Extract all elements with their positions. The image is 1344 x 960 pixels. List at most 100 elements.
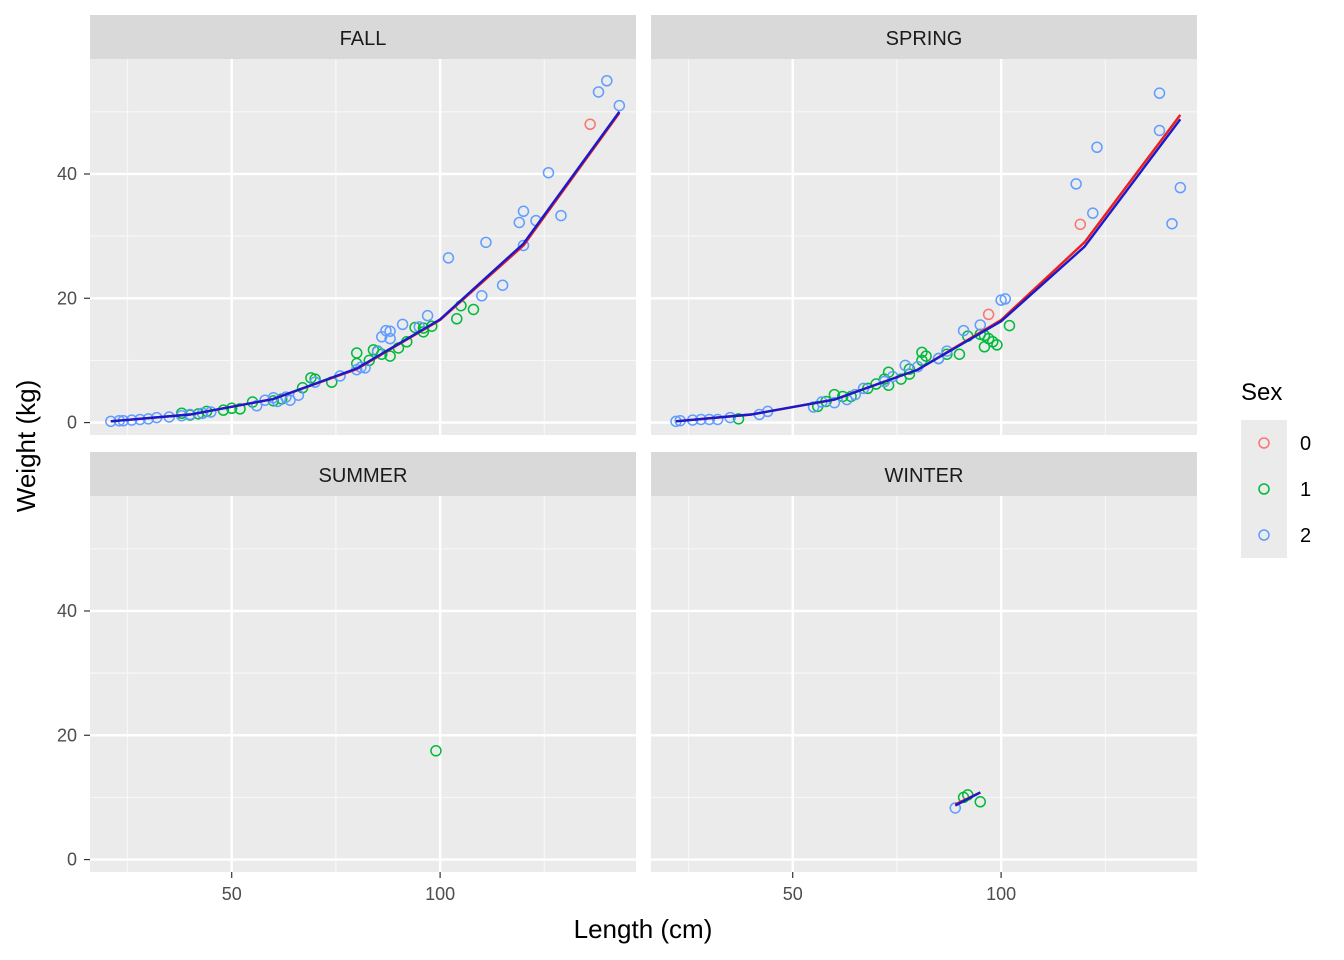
plot-area	[90, 59, 636, 435]
fit-line-blue	[110, 111, 621, 423]
y-tick-label: 0	[67, 850, 77, 870]
legend-title: Sex	[1241, 379, 1282, 406]
legend-entry: 1	[1241, 466, 1311, 512]
legend-key-background	[1241, 420, 1287, 466]
data-point-sex-2	[999, 293, 1012, 305]
legend-label: 1	[1300, 479, 1311, 501]
fit-line-blue	[675, 118, 1182, 423]
data-point-sex-2	[1153, 124, 1166, 137]
data-point-sex-2	[1087, 207, 1099, 219]
data-point-sex-2	[949, 802, 962, 814]
data-point-sex-1	[384, 350, 396, 362]
legend-key-background	[1241, 512, 1287, 558]
facet-spring: SPRING	[651, 15, 1197, 435]
data-point-sex-1	[430, 745, 442, 757]
y-axis-title: Weight (kg)	[11, 380, 41, 512]
data-point-sex-2	[513, 216, 526, 229]
data-point-sex-0	[1074, 218, 1087, 231]
data-point-sex-0	[982, 308, 995, 321]
facet-panels: FALL SPRING SUMMER WINTER	[90, 15, 1197, 872]
legend-key-background	[1241, 466, 1287, 512]
data-point-sex-2	[284, 394, 296, 406]
data-point-sex-2	[711, 413, 724, 426]
y-tick-label: 20	[57, 725, 77, 745]
y-axis-ticks: 0 20 40 0 20 40	[57, 164, 90, 870]
data-point-sex-2	[355, 361, 367, 374]
fit-line-blue	[954, 791, 981, 807]
plot-area	[651, 59, 1197, 435]
x-tick-label: 100	[986, 884, 1016, 904]
data-point-sex-1	[234, 403, 246, 415]
data-point-sex-1	[451, 313, 463, 325]
x-tick-label: 50	[222, 884, 242, 904]
x-axis-title: Length (cm)	[574, 914, 713, 944]
legend-entry: 2	[1241, 512, 1311, 558]
data-point-sex-2	[1153, 87, 1166, 99]
data-point-sex-1	[350, 347, 363, 359]
facet-label: SUMMER	[319, 465, 408, 487]
data-point-sex-1	[732, 413, 745, 425]
facet-strip	[651, 15, 1197, 59]
data-point-sex-2	[496, 279, 509, 291]
data-point-sex-2	[1174, 181, 1187, 194]
y-tick-label: 40	[57, 601, 77, 621]
legend-label: 2	[1300, 525, 1311, 547]
plot-area	[90, 496, 636, 872]
data-point-sex-2	[517, 239, 530, 252]
data-point-sex-2	[974, 319, 987, 331]
data-point-sex-1	[974, 796, 987, 808]
data-point-sex-2	[828, 396, 841, 409]
data-point-sex-2	[878, 375, 891, 388]
data-point-sex-2	[421, 309, 434, 322]
panel-background	[90, 496, 636, 872]
panel-background	[651, 496, 1197, 872]
data-point-sex-2	[601, 75, 613, 87]
data-point-sex-2	[613, 99, 626, 112]
data-point-sex-0	[584, 118, 596, 131]
legend-entry: 0	[1241, 420, 1311, 466]
facet-strip	[651, 452, 1197, 496]
legend-symbol	[1258, 483, 1270, 495]
legend-label: 0	[1300, 433, 1311, 455]
data-point-sex-2	[396, 318, 409, 331]
data-point-sex-2	[592, 86, 605, 98]
data-point-sex-2	[807, 401, 820, 413]
data-point-sex-1	[895, 373, 907, 385]
data-point-sex-2	[1166, 217, 1178, 230]
facet-strip	[90, 452, 636, 496]
data-point-sex-2	[517, 205, 530, 218]
x-tick-label: 100	[425, 884, 455, 904]
legend-symbol	[1258, 529, 1270, 541]
data-point-sex-2	[932, 352, 945, 365]
y-tick-label: 20	[57, 288, 77, 308]
data-point-sex-2	[250, 400, 263, 412]
data-point-sex-2	[442, 252, 455, 264]
data-point-sex-2	[1091, 141, 1103, 154]
data-point-sex-1	[991, 339, 1003, 351]
panel-background	[90, 59, 636, 435]
data-point-sex-1	[920, 350, 932, 362]
facet-label: FALL	[340, 28, 387, 50]
legend: Sex 0 1 2	[1241, 379, 1311, 558]
plot-area	[651, 496, 1197, 872]
panel-background	[651, 59, 1197, 435]
facet-label: WINTER	[885, 465, 964, 487]
data-point-sex-2	[957, 324, 970, 337]
data-point-sex-2	[384, 332, 396, 345]
facet-label: SPRING	[886, 28, 963, 50]
data-point-sex-2	[1070, 178, 1082, 190]
facet-fall: FALL	[90, 15, 636, 435]
data-point-sex-2	[542, 166, 555, 179]
data-point-sex-2	[555, 209, 567, 222]
x-tick-label: 50	[783, 884, 803, 904]
data-point-sex-1	[1003, 319, 1016, 332]
data-point-sex-2	[476, 290, 488, 302]
facet-summer: SUMMER	[90, 452, 636, 872]
y-tick-label: 40	[57, 164, 77, 184]
data-point-sex-1	[467, 303, 480, 316]
data-point-sex-1	[953, 348, 966, 360]
facet-winter: WINTER	[651, 452, 1197, 872]
legend-keys: 0 1 2	[1241, 420, 1311, 558]
x-axis-ticks: 50 100 50 100	[222, 872, 1016, 904]
